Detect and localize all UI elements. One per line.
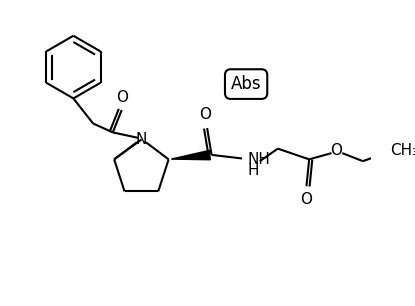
Text: N: N — [136, 132, 147, 147]
Text: H: H — [247, 163, 259, 178]
Text: O: O — [300, 192, 312, 207]
Text: NH: NH — [247, 152, 270, 167]
Text: CH₃: CH₃ — [391, 143, 415, 158]
Polygon shape — [171, 151, 210, 160]
Text: Abs: Abs — [231, 75, 261, 93]
Text: O: O — [117, 90, 129, 105]
Text: O: O — [330, 143, 342, 158]
Text: O: O — [199, 107, 211, 122]
